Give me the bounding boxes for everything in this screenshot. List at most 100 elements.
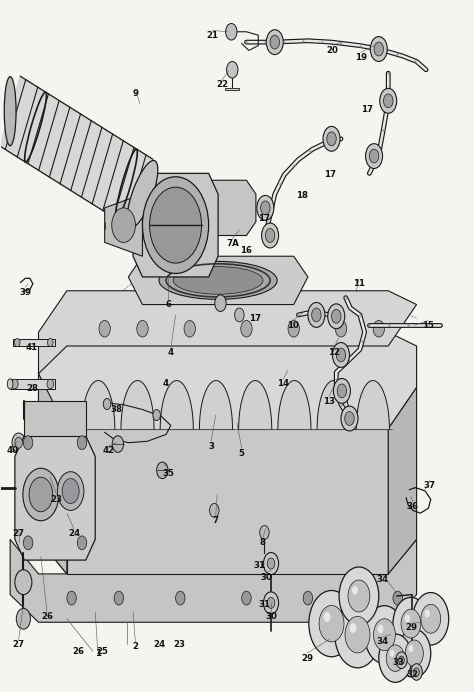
Text: 32: 32 bbox=[407, 670, 419, 679]
Circle shape bbox=[14, 338, 20, 347]
Text: 12: 12 bbox=[328, 348, 340, 357]
Text: 36: 36 bbox=[407, 502, 419, 511]
Circle shape bbox=[345, 617, 370, 653]
Polygon shape bbox=[10, 379, 55, 389]
Circle shape bbox=[421, 604, 441, 633]
Circle shape bbox=[370, 37, 387, 62]
Circle shape bbox=[425, 610, 430, 617]
Polygon shape bbox=[10, 539, 417, 622]
Circle shape bbox=[336, 348, 346, 362]
Ellipse shape bbox=[173, 266, 263, 294]
Circle shape bbox=[99, 320, 110, 337]
Text: 25: 25 bbox=[96, 647, 108, 656]
Text: 17: 17 bbox=[325, 170, 337, 179]
Circle shape bbox=[260, 525, 269, 539]
Circle shape bbox=[265, 228, 275, 242]
Circle shape bbox=[409, 645, 413, 652]
Point bbox=[319, 308, 327, 319]
Polygon shape bbox=[118, 381, 157, 429]
Point bbox=[411, 55, 419, 66]
Polygon shape bbox=[209, 180, 256, 235]
Text: 6: 6 bbox=[165, 300, 172, 309]
Point bbox=[276, 179, 283, 190]
Circle shape bbox=[112, 208, 136, 242]
Text: 21: 21 bbox=[206, 30, 219, 39]
Circle shape bbox=[62, 479, 79, 504]
Circle shape bbox=[11, 379, 18, 389]
Circle shape bbox=[215, 295, 226, 311]
Circle shape bbox=[150, 187, 201, 263]
Circle shape bbox=[414, 668, 419, 676]
Circle shape bbox=[390, 650, 394, 657]
Circle shape bbox=[405, 614, 410, 622]
Circle shape bbox=[369, 149, 379, 163]
Text: 22: 22 bbox=[216, 80, 228, 89]
Text: 14: 14 bbox=[277, 379, 290, 388]
Circle shape bbox=[405, 640, 423, 666]
Circle shape bbox=[332, 343, 349, 367]
Circle shape bbox=[323, 127, 340, 152]
Point bbox=[365, 320, 373, 331]
Point bbox=[243, 37, 250, 48]
Circle shape bbox=[339, 567, 379, 625]
Text: 8: 8 bbox=[260, 538, 266, 547]
Polygon shape bbox=[314, 381, 353, 429]
Text: 42: 42 bbox=[102, 446, 115, 455]
Circle shape bbox=[15, 437, 22, 448]
Text: 30: 30 bbox=[265, 612, 277, 621]
Text: 20: 20 bbox=[327, 46, 338, 55]
Polygon shape bbox=[157, 381, 196, 429]
Circle shape bbox=[29, 477, 53, 512]
Circle shape bbox=[308, 302, 325, 327]
Text: 9: 9 bbox=[132, 89, 138, 98]
Polygon shape bbox=[38, 291, 417, 374]
Circle shape bbox=[15, 570, 32, 594]
Text: 5: 5 bbox=[239, 448, 245, 457]
Text: 17: 17 bbox=[258, 214, 271, 223]
Polygon shape bbox=[12, 339, 55, 346]
Circle shape bbox=[242, 591, 251, 605]
Circle shape bbox=[137, 320, 148, 337]
Circle shape bbox=[373, 320, 384, 337]
Point bbox=[290, 159, 297, 170]
Circle shape bbox=[67, 591, 76, 605]
Text: 24: 24 bbox=[153, 640, 165, 649]
Circle shape bbox=[401, 609, 421, 638]
Polygon shape bbox=[196, 381, 236, 429]
Circle shape bbox=[47, 379, 54, 389]
Circle shape bbox=[337, 384, 346, 398]
Text: 27: 27 bbox=[13, 640, 25, 649]
Circle shape bbox=[377, 624, 383, 633]
Text: 4: 4 bbox=[163, 379, 169, 388]
Text: 2: 2 bbox=[132, 642, 138, 651]
Circle shape bbox=[399, 656, 404, 664]
Circle shape bbox=[335, 601, 380, 668]
Circle shape bbox=[241, 320, 252, 337]
Circle shape bbox=[324, 612, 330, 622]
Ellipse shape bbox=[7, 379, 13, 389]
Circle shape bbox=[319, 606, 344, 642]
Point bbox=[373, 152, 381, 163]
Point bbox=[356, 309, 364, 320]
Text: 1: 1 bbox=[95, 649, 100, 658]
Circle shape bbox=[227, 62, 238, 78]
Polygon shape bbox=[388, 388, 417, 574]
Circle shape bbox=[413, 592, 449, 645]
Text: 35: 35 bbox=[163, 469, 174, 478]
Point bbox=[424, 320, 431, 331]
Circle shape bbox=[365, 144, 383, 169]
Text: 37: 37 bbox=[424, 481, 436, 490]
Text: 23: 23 bbox=[50, 495, 63, 504]
Point bbox=[325, 136, 332, 147]
Circle shape bbox=[328, 304, 345, 329]
Circle shape bbox=[386, 645, 404, 671]
Polygon shape bbox=[38, 332, 417, 429]
Circle shape bbox=[112, 436, 124, 453]
Circle shape bbox=[383, 94, 393, 108]
Circle shape bbox=[257, 195, 274, 220]
Text: 34: 34 bbox=[376, 637, 389, 646]
Polygon shape bbox=[128, 256, 308, 304]
Circle shape bbox=[396, 652, 407, 668]
Polygon shape bbox=[38, 539, 417, 574]
Text: 31: 31 bbox=[258, 601, 270, 610]
